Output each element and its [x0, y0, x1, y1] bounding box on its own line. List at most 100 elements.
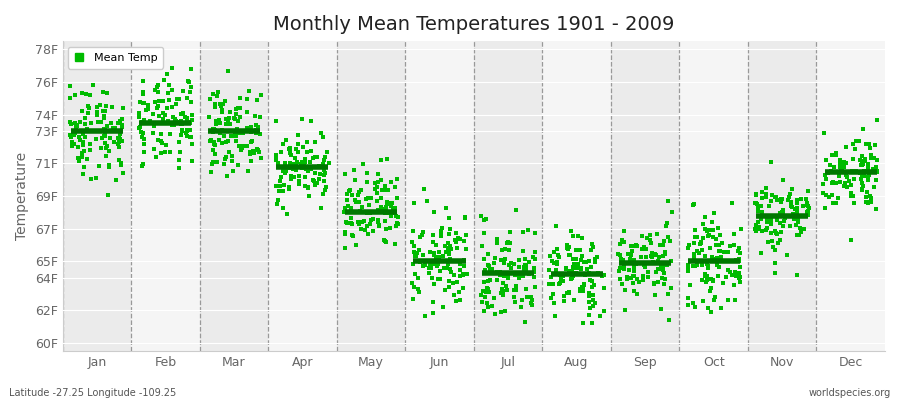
Point	[277, 164, 292, 170]
Point	[301, 166, 315, 172]
Point	[206, 91, 220, 97]
Point	[185, 141, 200, 147]
Point	[693, 240, 707, 247]
Point	[282, 184, 296, 190]
Point	[616, 258, 630, 265]
Point	[842, 178, 856, 184]
Point	[180, 118, 194, 124]
Point	[504, 260, 518, 266]
Point	[68, 124, 83, 130]
Point	[770, 216, 784, 223]
Point	[553, 281, 567, 287]
Point	[569, 256, 583, 262]
Point	[862, 199, 877, 205]
Point	[216, 101, 230, 107]
Point	[584, 264, 598, 271]
Point	[273, 178, 287, 184]
Point	[456, 272, 471, 278]
Point	[526, 265, 541, 271]
Point	[547, 260, 562, 266]
Point	[101, 192, 115, 198]
Point	[824, 168, 838, 175]
Point	[754, 228, 769, 234]
Point	[359, 196, 374, 202]
Point	[407, 200, 421, 206]
Point	[137, 141, 151, 147]
Point	[273, 178, 287, 185]
Point	[108, 125, 122, 131]
Point	[635, 233, 650, 239]
Point	[616, 264, 631, 270]
Point	[764, 216, 778, 223]
Point	[175, 127, 189, 134]
Point	[732, 275, 746, 281]
Point	[230, 130, 245, 136]
Point	[106, 125, 121, 132]
Point	[752, 225, 766, 232]
Point	[275, 188, 290, 194]
Point	[154, 150, 168, 156]
Bar	[405, 41, 473, 351]
Point	[146, 111, 160, 118]
Point	[102, 164, 116, 170]
Point	[379, 204, 393, 211]
Point	[388, 184, 402, 190]
Point	[147, 146, 161, 152]
Point	[212, 116, 227, 123]
Point	[360, 210, 374, 217]
Point	[301, 168, 315, 174]
Point	[356, 160, 370, 167]
Point	[544, 274, 558, 281]
Point	[235, 145, 249, 152]
Point	[477, 217, 491, 224]
Point	[709, 242, 724, 248]
Point	[95, 108, 110, 114]
Point	[480, 284, 494, 291]
Point	[777, 218, 791, 224]
Point	[243, 149, 257, 155]
Point	[180, 115, 194, 121]
Point	[206, 159, 220, 166]
Point	[542, 267, 556, 273]
Point	[547, 313, 562, 319]
Point	[251, 147, 266, 153]
Point	[89, 174, 104, 181]
Point	[210, 159, 224, 165]
Point	[83, 147, 97, 154]
Point	[206, 129, 220, 135]
Point	[407, 249, 421, 256]
Point	[291, 158, 305, 165]
Point	[364, 217, 378, 223]
Point	[554, 280, 568, 286]
Point	[436, 253, 451, 260]
Point	[292, 180, 307, 187]
Bar	[816, 41, 885, 351]
Point	[345, 192, 359, 198]
Point	[657, 270, 671, 276]
Point	[485, 266, 500, 272]
Point	[790, 213, 805, 219]
Point	[269, 153, 284, 159]
Point	[151, 137, 166, 144]
Point	[380, 156, 394, 162]
Point	[205, 146, 220, 153]
Point	[796, 202, 810, 209]
Point	[283, 144, 297, 151]
Point	[306, 155, 320, 161]
Point	[274, 148, 288, 155]
Point	[545, 280, 560, 287]
Point	[651, 266, 665, 272]
Point	[700, 273, 715, 279]
Point	[520, 293, 535, 300]
Point	[477, 308, 491, 314]
Point	[768, 247, 782, 254]
Bar	[680, 41, 748, 351]
Point	[384, 211, 399, 217]
Point	[647, 259, 662, 266]
Point	[162, 97, 176, 103]
Point	[646, 258, 661, 265]
Point	[232, 104, 247, 111]
Point	[507, 287, 521, 294]
Point	[770, 230, 784, 236]
Point	[250, 146, 265, 152]
